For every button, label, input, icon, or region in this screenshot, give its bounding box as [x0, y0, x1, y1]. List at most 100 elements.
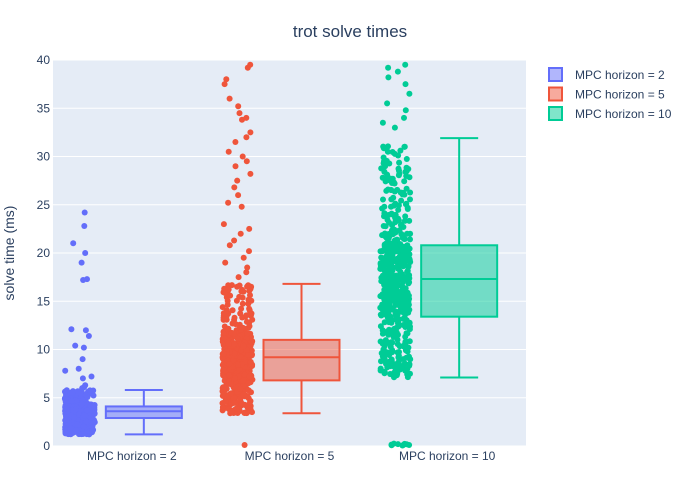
data-point [84, 276, 90, 283]
data-point [386, 219, 393, 226]
data-point [231, 237, 238, 244]
legend-item[interactable]: MPC horizon = 2 [548, 67, 665, 82]
data-point [75, 389, 82, 396]
data-point [395, 352, 402, 359]
data-point [387, 255, 394, 262]
data-point [232, 139, 239, 145]
data-point [403, 276, 410, 283]
data-point [385, 64, 392, 71]
data-point [387, 344, 394, 350]
data-point [382, 337, 389, 344]
legend-label: MPC horizon = 10 [575, 107, 672, 121]
y-axis-title: solve time (ms) [1, 206, 17, 301]
data-point [247, 359, 254, 365]
data-point [391, 188, 398, 195]
data-point [248, 347, 255, 354]
data-point [230, 395, 237, 402]
data-point [244, 330, 251, 337]
data-point [405, 344, 412, 351]
data-point [222, 259, 229, 266]
data-point [394, 341, 401, 348]
y-tick-label: 30 [37, 150, 51, 164]
data-point [225, 148, 232, 155]
data-point [238, 288, 245, 295]
data-point [243, 269, 250, 276]
data-point [391, 150, 398, 157]
data-point [403, 319, 410, 326]
data-point [87, 387, 93, 394]
data-point [234, 177, 241, 184]
data-point [392, 258, 399, 265]
data-point [397, 147, 404, 154]
data-point [247, 61, 254, 68]
y-tick-label: 0 [43, 439, 50, 453]
data-point [70, 240, 77, 247]
x-tick-label: MPC horizon = 5 [245, 449, 335, 463]
data-point [404, 300, 410, 307]
chart-title: trot solve times [293, 22, 407, 41]
legend-label: MPC horizon = 5 [575, 88, 665, 102]
data-point [377, 323, 384, 330]
data-point [229, 407, 235, 414]
data-point [237, 230, 244, 237]
data-point [381, 349, 388, 356]
data-point [220, 366, 227, 373]
data-point [395, 215, 402, 222]
data-point [227, 292, 234, 299]
data-point [391, 124, 398, 131]
data-point [225, 340, 232, 347]
data-point [398, 197, 405, 204]
data-point [402, 213, 409, 220]
data-point [91, 419, 98, 426]
data-point [407, 236, 413, 243]
data-point [404, 230, 411, 237]
data-point [80, 344, 87, 351]
data-point [379, 205, 386, 212]
x-tick-label: MPC horizon = 2 [87, 449, 177, 463]
data-point [237, 326, 244, 333]
data-point [82, 250, 89, 256]
data-point [390, 306, 396, 313]
data-point [247, 399, 253, 406]
data-point [379, 301, 386, 308]
y-tick-label: 5 [43, 391, 50, 405]
data-point [243, 158, 250, 165]
y-tick-label: 15 [37, 294, 51, 308]
data-point [219, 304, 226, 311]
legend[interactable]: MPC horizon = 2 MPC horizon = 5 MPC horizo… [548, 67, 672, 121]
data-point [394, 68, 401, 75]
legend-swatch [548, 86, 563, 102]
data-point [240, 254, 247, 261]
data-point [231, 314, 238, 321]
data-point [71, 414, 78, 421]
data-point [249, 316, 256, 323]
data-point [221, 81, 228, 88]
legend-swatch [548, 106, 563, 121]
data-point [242, 401, 248, 408]
data-point [396, 159, 403, 166]
data-point [241, 371, 248, 378]
legend-item[interactable]: MPC horizon = 10 [548, 106, 672, 121]
data-point [401, 178, 408, 185]
data-point [72, 342, 79, 349]
data-point [234, 335, 241, 342]
data-point [85, 333, 92, 339]
data-point [243, 134, 250, 141]
data-point [246, 323, 253, 330]
data-point [232, 375, 238, 382]
data-point [379, 248, 386, 255]
data-point [231, 399, 238, 406]
data-point [380, 143, 387, 150]
data-point [69, 389, 76, 396]
data-point [401, 143, 408, 150]
legend-item[interactable]: MPC horizon = 5 [548, 86, 665, 102]
data-point [220, 310, 227, 317]
data-point [248, 339, 255, 346]
data-point [395, 165, 402, 172]
data-point [84, 407, 90, 414]
data-point [379, 119, 386, 126]
data-point [225, 199, 232, 206]
data-point [390, 202, 397, 209]
data-point [401, 114, 407, 121]
data-point [226, 95, 233, 102]
